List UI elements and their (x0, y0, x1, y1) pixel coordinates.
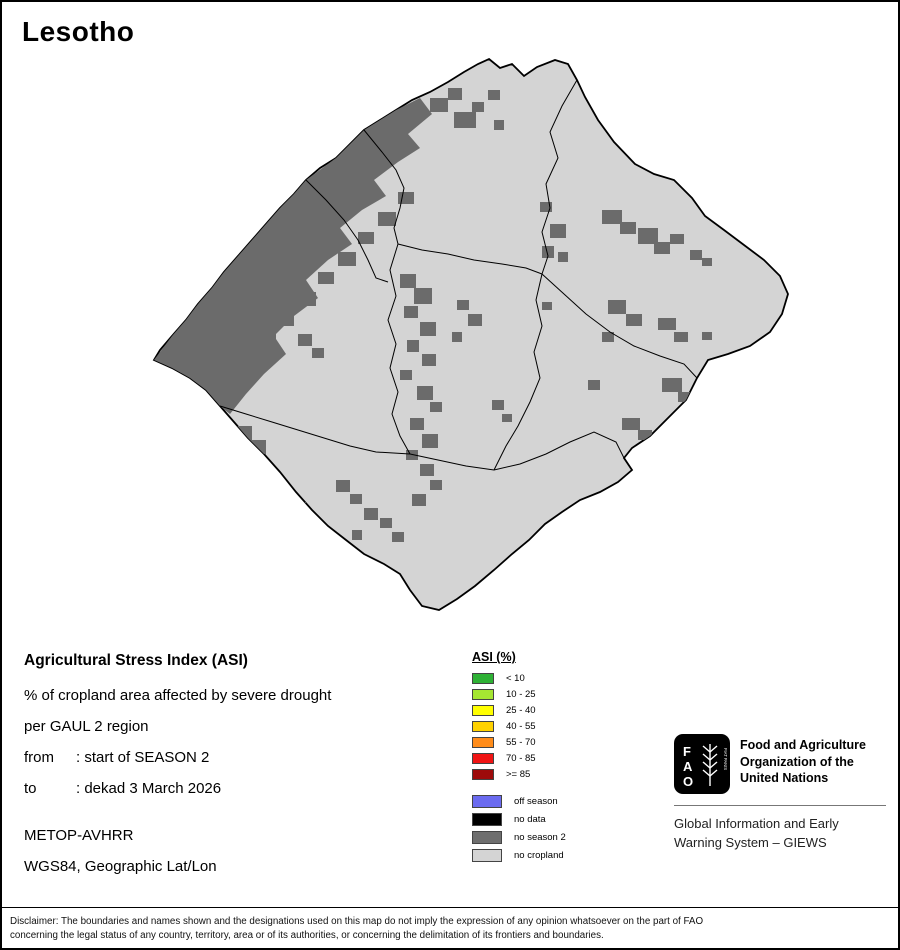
legend-swatch (472, 831, 502, 844)
legend-item: no cropland (472, 849, 566, 862)
legend-label: 70 - 85 (506, 753, 536, 764)
legend-swatch (472, 721, 494, 732)
legend-swatch (472, 689, 494, 700)
fao-motto: FIAT PANIS (723, 748, 728, 770)
legend-swatch (472, 737, 494, 748)
svg-text:A: A (683, 759, 693, 774)
from-label: from (24, 749, 54, 766)
giews-name: Global Information and Early Warning Sys… (674, 816, 839, 850)
legend-label: < 10 (506, 673, 525, 684)
legend-item: no season 2 (472, 831, 566, 844)
page-title: Lesotho (22, 16, 135, 47)
period-to: to : dekad 3 March 2026 (24, 780, 331, 797)
legend-label: no season 2 (514, 832, 566, 843)
legend: ASI (%) < 10 10 - 25 25 - 40 40 - 55 55 - 70… (472, 650, 566, 867)
legend-label: no cropland (514, 850, 564, 861)
legend-item: 40 - 55 (472, 721, 566, 732)
legend-item: off season (472, 795, 566, 808)
legend-item: >= 85 (472, 769, 566, 780)
legend-item: 10 - 25 (472, 689, 566, 700)
legend-item: no data (472, 813, 566, 826)
legend-label: >= 85 (506, 769, 531, 780)
legend-item: 55 - 70 (472, 737, 566, 748)
legend-swatch (472, 705, 494, 716)
legend-swatch (472, 795, 502, 808)
disclaimer-line-1: Disclaimer: The boundaries and names sho… (10, 916, 704, 927)
wheat-ear-icon (702, 744, 718, 786)
from-value: : start of SEASON 2 (76, 749, 210, 766)
asi-subtitle-2: per GAUL 2 region (24, 718, 149, 735)
legend-swatch (472, 769, 494, 780)
legend-label: 55 - 70 (506, 737, 536, 748)
legend-label: no data (514, 814, 546, 825)
legend-label: 25 - 40 (506, 705, 536, 716)
legend-item: 25 - 40 (472, 705, 566, 716)
asi-heading: Agricultural Stress Index (ASI) (24, 652, 248, 669)
legend-label: off season (514, 796, 558, 807)
asi-subtitle-1: % of cropland area affected by severe dr… (24, 687, 332, 704)
to-value: : dekad 3 March 2026 (76, 780, 222, 797)
legend-item: < 10 (472, 673, 566, 684)
svg-text:F: F (683, 744, 691, 759)
fao-block: F A O FIAT PANIS Food and Agriculture Or… (674, 734, 886, 852)
no-season2-patches (154, 88, 712, 570)
legend-swatch (472, 813, 502, 826)
disclaimer: Disclaimer: The boundaries and names sho… (2, 907, 898, 948)
disclaimer-line-2: concerning the legal status of any count… (10, 929, 604, 941)
fao-logo: F A O FIAT PANIS (674, 734, 730, 794)
legend-status-classes: off season no data no season 2 no cropland (472, 795, 566, 862)
legend-label: 40 - 55 (506, 721, 536, 732)
projection-info: WGS84, Geographic Lat/Lon (24, 858, 217, 875)
legend-label: 10 - 25 (506, 689, 536, 700)
svg-text:O: O (683, 774, 693, 789)
district-boundaries (219, 79, 698, 471)
legend-asi-classes: < 10 10 - 25 25 - 40 40 - 55 55 - 70 70 - 85 >… (472, 673, 566, 780)
sensor-name: METOP-AVHRR (24, 827, 134, 844)
to-label: to (24, 780, 37, 797)
legend-title: ASI (%) (472, 650, 516, 664)
fao-org-name: Food and Agriculture Organization of the… (740, 738, 866, 785)
legend-swatch (472, 673, 494, 684)
fao-divider (674, 805, 886, 806)
legend-swatch (472, 849, 502, 862)
legend-item: 70 - 85 (472, 753, 566, 764)
legend-swatch (472, 753, 494, 764)
map-info-block: Agricultural Stress Index (ASI) % of cro… (24, 652, 331, 889)
period-from: from : start of SEASON 2 (24, 749, 331, 766)
